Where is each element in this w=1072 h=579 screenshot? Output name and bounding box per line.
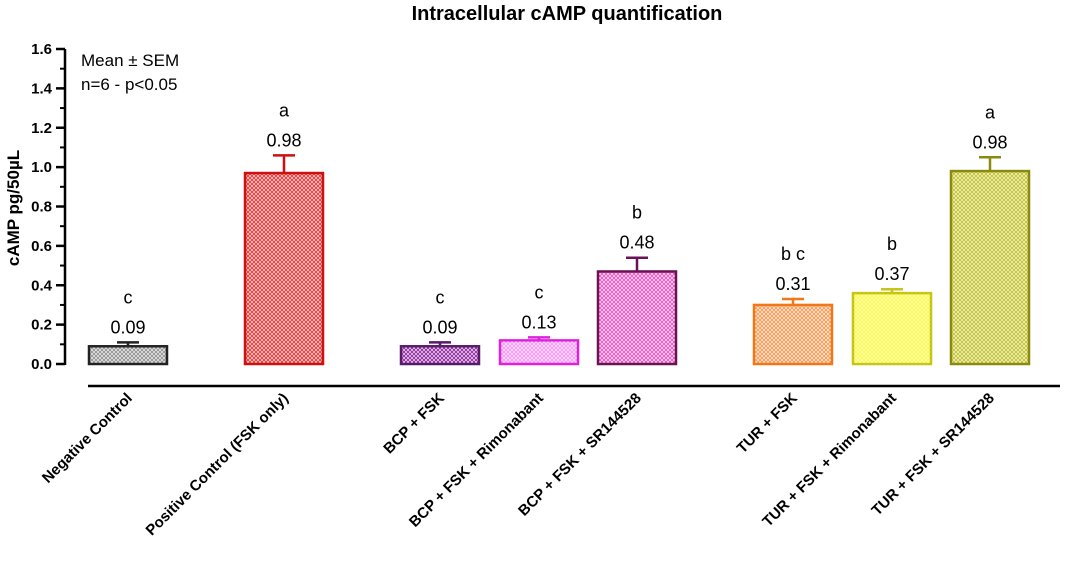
- y-tick-label: 1.4: [31, 80, 53, 97]
- bar: [949, 169, 1031, 366]
- significance-letter: c: [436, 287, 445, 307]
- bar: [498, 339, 580, 366]
- significance-letter: a: [279, 100, 290, 120]
- data-label: 0.09: [422, 317, 457, 337]
- annotation-n-p-value: n=6 - p<0.05: [81, 75, 177, 94]
- y-tick-label: 1.2: [31, 120, 52, 137]
- y-tick-label: 0.6: [31, 238, 52, 255]
- significance-letter: b c: [781, 244, 805, 264]
- annotation-mean-sem: Mean ± SEM: [81, 51, 179, 70]
- y-tick-label: 0.8: [31, 199, 52, 216]
- y-tick-label: 0.2: [31, 317, 52, 334]
- chart-title: Intracellular cAMP quantification: [412, 3, 723, 25]
- data-label: 0.13: [521, 312, 556, 332]
- y-tick-label: 0.4: [31, 277, 53, 294]
- significance-letter: c: [124, 287, 133, 307]
- significance-letter: a: [985, 102, 996, 122]
- data-label: 0.37: [874, 264, 909, 284]
- x-tick-label: BCP + FSK: [380, 390, 448, 458]
- y-tick-label: 1.0: [31, 159, 52, 176]
- data-label: 0.98: [266, 130, 301, 150]
- bars-group: 0.09 c 0.98 a 0.09 c 0.13 c 0.48 b 0.31 b c 0.37 b 0.9…: [87, 100, 1031, 366]
- significance-letter: b: [887, 234, 897, 254]
- x-axis: Negative Control Positive Control (FSK on…: [39, 384, 1060, 539]
- bar: [596, 270, 678, 366]
- bar: [752, 303, 834, 366]
- x-tick-label: Negative Control: [39, 390, 136, 487]
- data-label: 0.31: [775, 274, 810, 294]
- significance-letter: c: [535, 282, 544, 302]
- bar: [399, 345, 481, 366]
- bar: [87, 345, 169, 366]
- bar: [243, 171, 325, 366]
- data-label: 0.48: [619, 233, 654, 253]
- data-label: 0.09: [110, 317, 145, 337]
- bar: [851, 291, 933, 366]
- y-axis-title: cAMP pg/50µL: [4, 150, 23, 266]
- y-axis: 0.0 0.2 0.4 0.6 0.8 1.0 1.2 1.4 1.6: [31, 41, 67, 373]
- x-tick-label: TUR + FSK: [734, 390, 801, 457]
- x-tick-label: Positive Control (FSK only): [142, 390, 291, 539]
- significance-letter: b: [632, 203, 642, 223]
- data-label: 0.98: [972, 132, 1007, 152]
- y-tick-label: 0.0: [31, 356, 52, 373]
- y-tick-label: 1.6: [31, 41, 52, 58]
